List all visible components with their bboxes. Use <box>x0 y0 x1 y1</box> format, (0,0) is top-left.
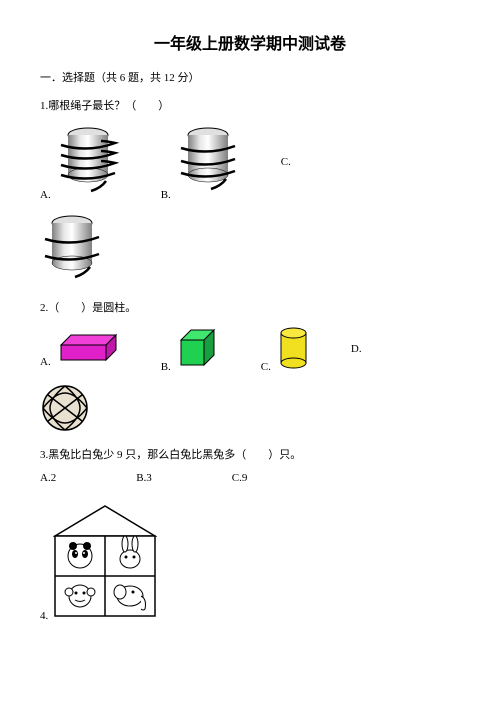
section-header: 一．选择题（共 6 题，共 12 分） <box>40 69 460 85</box>
q2-label-b: B. <box>161 361 171 373</box>
rectangular-prism-icon <box>56 330 121 368</box>
house-animals-icon <box>53 504 157 622</box>
question-3: 3.黑兔比白兔少 9 只，那么白兔比黑兔多（ ）只。 A.2 B.3 C.9 <box>40 446 460 484</box>
q1-label-b: B. <box>161 189 171 201</box>
q3-option-c: C.9 <box>232 472 248 484</box>
q2-option-b: B. <box>161 325 221 373</box>
q2-option-a: A. <box>40 330 121 368</box>
q1-option-c: C. <box>281 156 291 168</box>
question-4: 4. <box>40 504 460 622</box>
cylinder-rope-icon <box>176 123 241 201</box>
cylinder-rope-icon <box>40 211 105 289</box>
q2-text: 2.（ ）是圆柱。 <box>40 299 460 315</box>
page-title: 一年级上册数学期中测试卷 <box>40 30 460 54</box>
cube-icon <box>176 325 221 373</box>
cylinder-rope-icon <box>56 123 121 201</box>
q2-label-c: C. <box>261 361 271 373</box>
q2-label-d: D. <box>351 343 362 355</box>
q1-option-a: A. <box>40 123 121 201</box>
q3-option-a: A.2 <box>40 472 56 484</box>
sphere-ball-icon <box>40 383 90 436</box>
q3-option-b: B.3 <box>136 472 152 484</box>
q2-option-d: D. <box>351 343 362 355</box>
q1-option-b: B. <box>161 123 241 201</box>
q1-label-a: A. <box>40 189 51 201</box>
q2-label-a: A. <box>40 356 51 368</box>
cylinder-icon <box>276 325 311 373</box>
question-2: 2.（ ）是圆柱。 A. B. C. <box>40 299 460 436</box>
q3-text: 3.黑兔比白兔少 9 只，那么白兔比黑兔多（ ）只。 <box>40 446 460 462</box>
question-1: 1.哪根绳子最长？（ ） A. <box>40 97 460 289</box>
q1-text: 1.哪根绳子最长？（ ） <box>40 97 460 113</box>
q4-label: 4. <box>40 610 48 622</box>
q2-option-c: C. <box>261 325 311 373</box>
q1-label-c: C. <box>281 156 291 168</box>
